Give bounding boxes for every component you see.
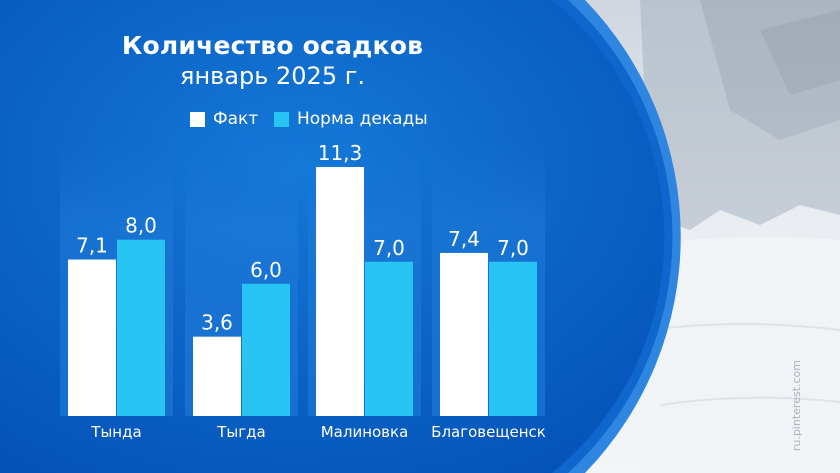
watermark-text: ru.pinterest.com	[790, 360, 803, 452]
bar	[489, 261, 537, 416]
category-labels: Тында Тыгда Малиновка Благовещенск	[90, 423, 546, 441]
bar	[242, 283, 290, 416]
chart-title: Количество осадков	[121, 31, 424, 60]
snow-ground	[640, 236, 840, 473]
legend-label-fact: Факт	[213, 109, 259, 129]
chart-subtitle: январь 2025 г.	[180, 62, 365, 90]
legend-label-norm: Норма декады	[297, 109, 428, 129]
value-label: 8,0	[125, 214, 157, 238]
value-label: 7,0	[373, 236, 405, 260]
category-label: Благовещенск	[431, 423, 546, 441]
legend-item-norm: Норма декады	[274, 108, 428, 130]
value-label: 3,6	[201, 311, 233, 335]
value-label: 11,3	[318, 141, 363, 165]
value-label: 7,4	[448, 227, 480, 251]
legend-swatch-norm	[274, 111, 289, 127]
value-labels: 7,1 8,0 3,6 6,0 11,3 7,0 7,4 7,0	[76, 141, 529, 335]
category-label: Малиновка	[321, 423, 409, 441]
legend-item-fact: Факт	[190, 108, 258, 130]
bar	[193, 336, 241, 416]
value-label: 7,1	[76, 234, 108, 258]
bar	[316, 167, 364, 416]
value-label: 7,0	[497, 236, 529, 260]
bar	[68, 259, 116, 416]
bar	[117, 239, 165, 416]
frosted-trees	[640, 0, 840, 230]
bar	[440, 252, 488, 416]
category-label: Тында	[90, 423, 141, 441]
bar	[365, 261, 413, 416]
value-label: 6,0	[250, 258, 282, 282]
legend-swatch-fact	[190, 111, 205, 127]
category-label: Тыгда	[216, 423, 265, 441]
bars	[68, 167, 537, 416]
